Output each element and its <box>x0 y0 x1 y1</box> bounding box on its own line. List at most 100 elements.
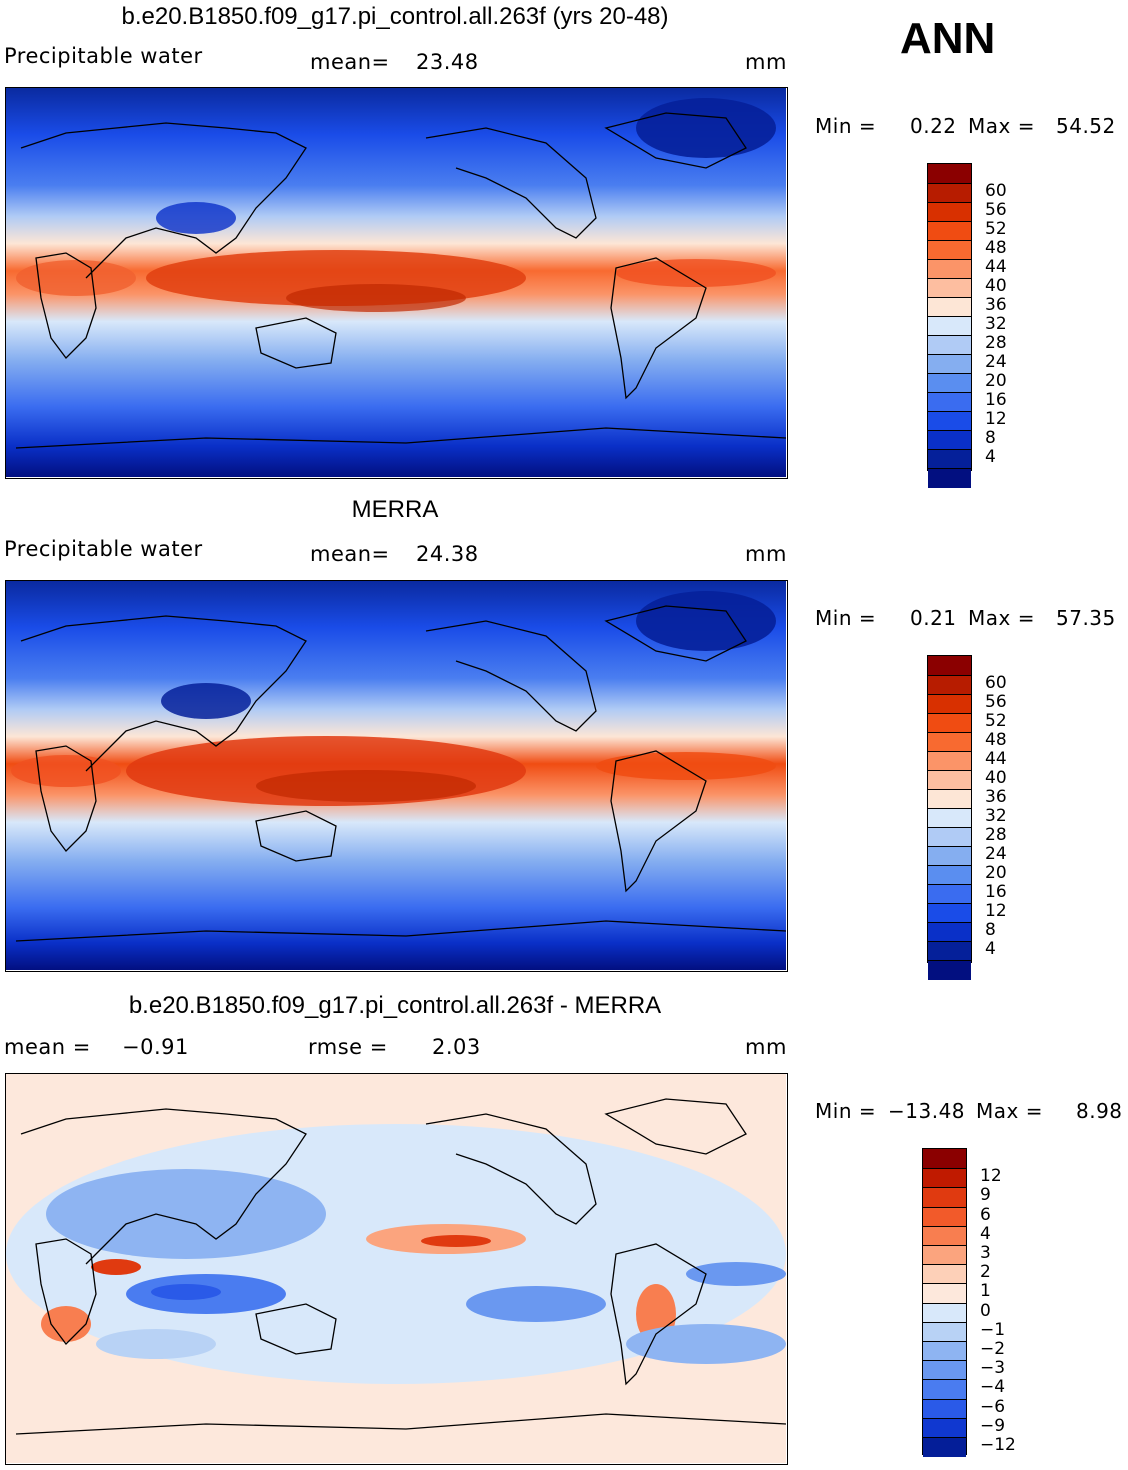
colorbar-tick-label: 44 <box>985 749 1007 769</box>
colorbar-tick-label: 32 <box>985 806 1007 826</box>
colorbar-segment <box>923 1168 966 1189</box>
colorbar-segment <box>928 164 971 184</box>
colorbar-tick-label: 56 <box>985 692 1007 712</box>
colorbar-tick-label: 52 <box>985 711 1007 731</box>
colorbar-segment <box>928 449 971 469</box>
colorbar-segment <box>928 808 971 828</box>
panel-3-min-label: Min = <box>815 1099 877 1123</box>
colorbar-tick-label: 6 <box>980 1204 991 1225</box>
colorbar-segment <box>928 297 971 317</box>
colorbar-segment <box>928 751 971 771</box>
colorbar-tick-label: 24 <box>985 352 1007 372</box>
colorbar-box <box>927 655 972 980</box>
colorbar-tick-label: 4 <box>985 447 996 467</box>
colorbar-segment <box>928 789 971 809</box>
colorbar-tick-label: 36 <box>985 787 1007 807</box>
colorbar-tick-label: 52 <box>985 219 1007 239</box>
panel-3-map <box>5 1073 788 1465</box>
panel-3-map-svg <box>6 1074 786 1463</box>
colorbar-tick-label: −12 <box>980 1435 1016 1455</box>
colorbar-segment <box>928 941 971 961</box>
colorbar-tick-label: 60 <box>985 673 1007 693</box>
colorbar-segment <box>928 846 971 866</box>
panel-1-map <box>5 87 788 479</box>
colorbar-segment <box>923 1398 966 1419</box>
colorbar-tick-label: 9 <box>980 1185 991 1206</box>
colorbar-segment <box>923 1341 966 1362</box>
panel-1-min-value: 0.22 <box>910 114 957 138</box>
colorbar-segment <box>923 1321 966 1342</box>
panel-1-max-label: Max = <box>968 114 1035 138</box>
colorbar-tick-label: −6 <box>980 1396 1006 1417</box>
colorbar-segment <box>928 411 971 431</box>
colorbar-segment <box>928 221 971 241</box>
colorbar-segment <box>928 392 971 412</box>
panel-2-max-label: Max = <box>968 606 1035 630</box>
colorbar-segment <box>923 1437 966 1458</box>
colorbar-tick-label: 36 <box>985 295 1007 315</box>
colorbar-box <box>922 1148 967 1458</box>
colorbar-segment <box>928 694 971 714</box>
panel-1-title: b.e20.B1850.f09_g17.pi_control.all.263f … <box>121 3 669 30</box>
panel-3-title: b.e20.B1850.f09_g17.pi_control.all.263f … <box>128 992 662 1019</box>
panel-1-mean-label: mean= <box>310 50 390 74</box>
colorbar-tick-label: −4 <box>980 1377 1006 1398</box>
colorbar-tick-label: 32 <box>985 314 1007 334</box>
colorbar-tick-label: 8 <box>985 428 996 448</box>
colorbar-segment <box>923 1264 966 1285</box>
colorbar-segment <box>928 865 971 885</box>
colorbar-tick-label: 1 <box>980 1281 991 1302</box>
panel-1-coastlines <box>15 112 786 449</box>
colorbar-segment <box>928 960 971 980</box>
colorbar-segment <box>928 335 971 355</box>
colorbar-tick-label: 12 <box>985 901 1007 921</box>
colorbar-segment <box>928 354 971 374</box>
colorbar-segment <box>923 1206 966 1227</box>
colorbar-segment <box>928 202 971 222</box>
colorbar-tick-label: 16 <box>985 390 1007 410</box>
colorbar-segment <box>923 1417 966 1438</box>
colorbar-segment <box>928 240 971 260</box>
colorbar-tick-label: 20 <box>985 371 1007 391</box>
colorbar-segment <box>928 732 971 752</box>
colorbar-segment <box>923 1245 966 1266</box>
panel-3-units: mm <box>745 1035 787 1059</box>
panel-2-title: MERRA <box>351 496 439 523</box>
panel-2-units: mm <box>745 542 787 566</box>
panel-2-variable-label: Precipitable water <box>4 537 203 561</box>
panel-3-rmse-label: rmse = <box>308 1035 388 1059</box>
colorbar-tick-label: −1 <box>980 1319 1006 1340</box>
panel-2-map-svg <box>6 581 786 970</box>
colorbar-tick-label: 12 <box>985 409 1007 429</box>
panel-3-mean-label: mean = <box>4 1035 91 1059</box>
colorbar-segment <box>923 1225 966 1246</box>
season-label: ANN <box>900 14 996 63</box>
panel-3-rmse-value: 2.03 <box>432 1035 481 1059</box>
colorbar-tick-label: 60 <box>985 181 1007 201</box>
colorbar-segment <box>928 316 971 336</box>
panel-2-coastlines <box>15 605 786 942</box>
panel-2-min-value: 0.21 <box>910 606 957 630</box>
panel-3-min-value: −13.48 <box>888 1099 966 1123</box>
panel-1-variable-label: Precipitable water <box>4 44 203 68</box>
panel-1-units: mm <box>745 50 787 74</box>
colorbar-segment <box>928 183 971 203</box>
colorbar-segment <box>928 259 971 279</box>
colorbar-tick-label: 48 <box>985 238 1007 258</box>
colorbar-tick-label: 3 <box>980 1243 991 1263</box>
colorbar-segment <box>928 713 971 733</box>
colorbar-segment <box>928 468 971 488</box>
colorbar-segment <box>923 1283 966 1304</box>
panel-2-min-label: Min = <box>815 606 877 630</box>
colorbar-tick-label: 8 <box>985 920 996 940</box>
colorbar-segment <box>928 827 971 847</box>
colorbar-segment <box>923 1360 966 1381</box>
colorbar-segment <box>928 903 971 923</box>
colorbar-tick-label: −2 <box>980 1339 1006 1359</box>
panel-1-mean-value: 23.48 <box>416 50 479 74</box>
colorbar-tick-label: 40 <box>985 276 1007 296</box>
colorbar-segment <box>928 884 971 904</box>
colorbar-tick-label: 28 <box>985 825 1007 845</box>
colorbar-tick-label: 56 <box>985 200 1007 220</box>
panel-3-max-label: Max = <box>976 1099 1043 1123</box>
